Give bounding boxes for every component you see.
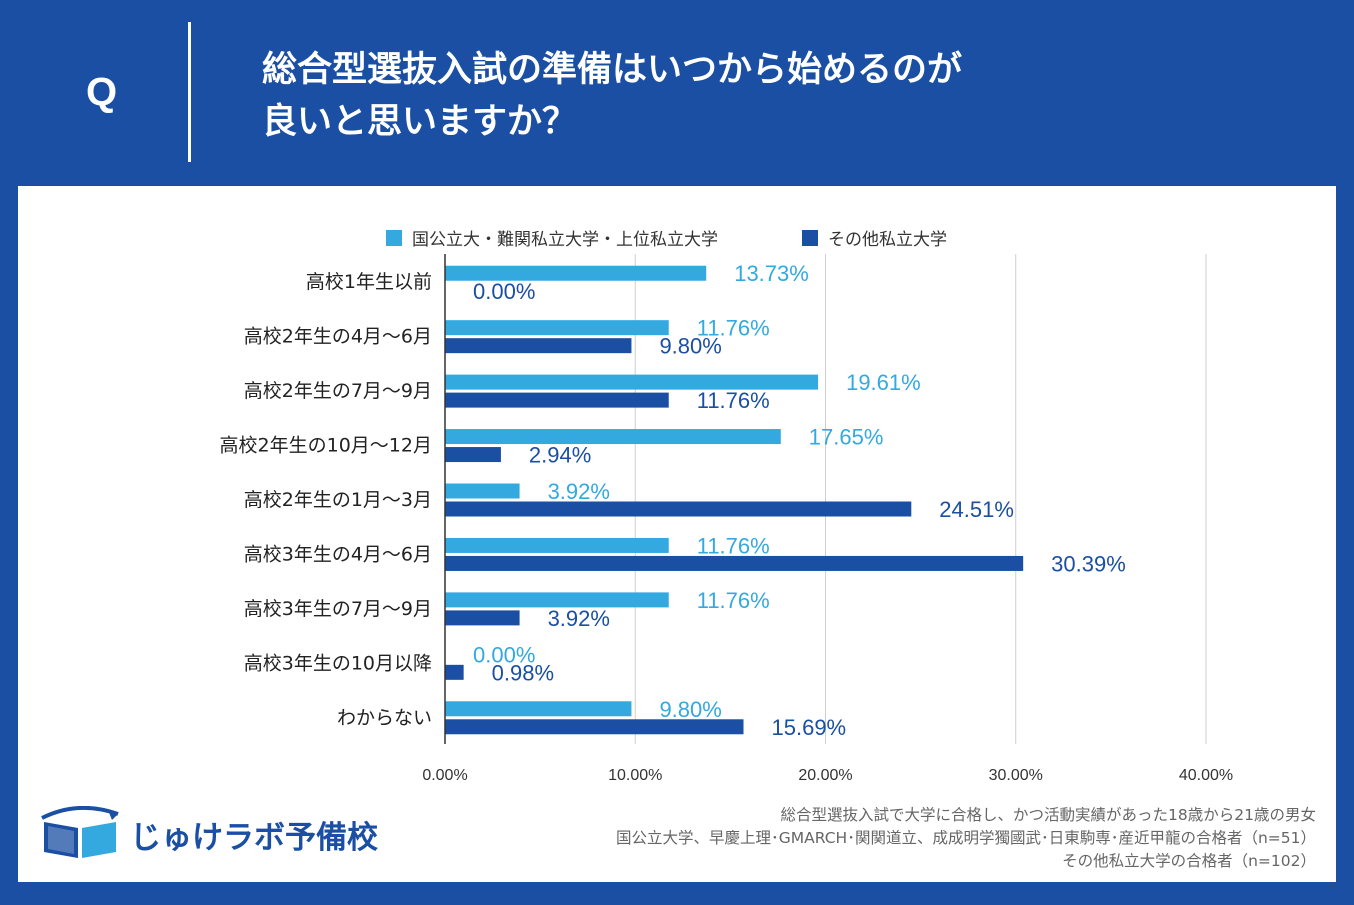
- x-tick-label: 40.00%: [1179, 767, 1233, 784]
- bar-series1: [445, 320, 669, 336]
- data-label-series2: 0.98%: [492, 660, 554, 685]
- legend-swatch-series1: [386, 229, 402, 246]
- bar-series1: [445, 265, 707, 281]
- category-label: 高校2年生の7月～9月: [244, 380, 432, 402]
- bar-series1: [445, 537, 669, 553]
- data-label-series2: 30.39%: [1051, 551, 1126, 576]
- bar-series1: [445, 374, 819, 390]
- bar-series2: [445, 338, 632, 354]
- chart-legend: 国公立大・難関私立大学・上位私立大学 その他私立大学: [0, 225, 1354, 250]
- data-label-series2: 11.76%: [697, 388, 770, 413]
- note-line-3: その他私立大学の合格者（n=102）: [1062, 852, 1316, 870]
- legend-label-series2: その他私立大学: [828, 230, 947, 250]
- book-logo-icon: [41, 806, 119, 858]
- data-label-series1: 11.76%: [697, 533, 770, 558]
- legend-label-series1: 国公立大・難関私立大学・上位私立大学: [412, 230, 718, 250]
- data-label-series2: 9.80%: [659, 334, 721, 359]
- header-divider: [188, 22, 191, 162]
- chart-panel: [18, 186, 1336, 882]
- category-label: わからない: [337, 707, 432, 729]
- bar-series1: [445, 592, 669, 608]
- data-label-series1: 17.65%: [809, 425, 884, 450]
- question-label: Q: [86, 70, 118, 114]
- x-tick-label: 20.00%: [798, 767, 852, 784]
- data-label-series2: 3.92%: [548, 606, 610, 631]
- bar-series2: [445, 610, 520, 626]
- legend-item-series2: その他私立大学: [802, 225, 947, 250]
- category-label: 高校2年生の4月～6月: [244, 326, 432, 348]
- brand-logo: じゅけラボ予備校: [38, 806, 378, 862]
- data-label-series1: 11.76%: [697, 316, 770, 341]
- data-label-series2: 2.94%: [529, 443, 591, 468]
- note-line-2: 国公立大学、早慶上理･GMARCH･関関道立、成成明学獨國武･日東駒専･産近甲龍…: [615, 829, 1316, 847]
- question-line-1: 総合型選抜入試の準備はいつから始めるのが: [262, 50, 963, 90]
- category-label: 高校2年生の10月～12月: [220, 435, 432, 457]
- bar-series2: [445, 719, 744, 735]
- bar-series2: [445, 392, 669, 408]
- note-line-1: 総合型選抜入試で大学に合格し、かつ活動実績があった18歳から21歳の男女: [780, 806, 1316, 824]
- category-label: 高校2年生の1月～3月: [244, 489, 432, 511]
- question-title: 総合型選抜入試の準備はいつから始めるのが 良いと思いますか？: [262, 44, 1262, 148]
- data-label-series2: 15.69%: [772, 715, 847, 740]
- question-line-2: 良いと思いますか？: [262, 102, 578, 142]
- data-label-series2: 24.51%: [939, 497, 1014, 522]
- bar-series2: [445, 664, 464, 680]
- x-tick-label: 0.00%: [422, 767, 467, 784]
- bar-series2: [445, 447, 501, 463]
- data-label-series1: 3.92%: [548, 479, 610, 504]
- bar-series1: [445, 701, 632, 717]
- x-tick-label: 10.00%: [608, 767, 662, 784]
- legend-item-series1: 国公立大・難関私立大学・上位私立大学: [386, 225, 718, 250]
- category-label: 高校3年生の10月以降: [244, 652, 432, 674]
- data-label-series2: 0.00%: [473, 279, 535, 304]
- logo-text: じゅけラボ予備校: [130, 819, 378, 856]
- category-label: 高校3年生の7月～9月: [244, 598, 432, 620]
- bar-series1: [445, 429, 781, 445]
- survey-notes: 総合型選抜入試で大学に合格し、かつ活動実績があった18歳から21歳の男女 国公立…: [616, 804, 1316, 873]
- data-label-series1: 13.73%: [734, 261, 809, 286]
- data-label-series1: 9.80%: [659, 697, 721, 722]
- data-label-series1: 11.76%: [697, 588, 770, 613]
- bar-series2: [445, 555, 1024, 571]
- data-label-series1: 0.00%: [473, 642, 535, 667]
- x-tick-label: 30.00%: [989, 767, 1043, 784]
- category-label: 高校3年生の4月～6月: [244, 543, 432, 565]
- bar-series2: [445, 501, 912, 517]
- data-label-series1: 19.61%: [846, 370, 921, 395]
- legend-swatch-series2: [802, 229, 818, 246]
- category-label: 高校1年生以前: [306, 271, 432, 293]
- bar-series1: [445, 483, 520, 499]
